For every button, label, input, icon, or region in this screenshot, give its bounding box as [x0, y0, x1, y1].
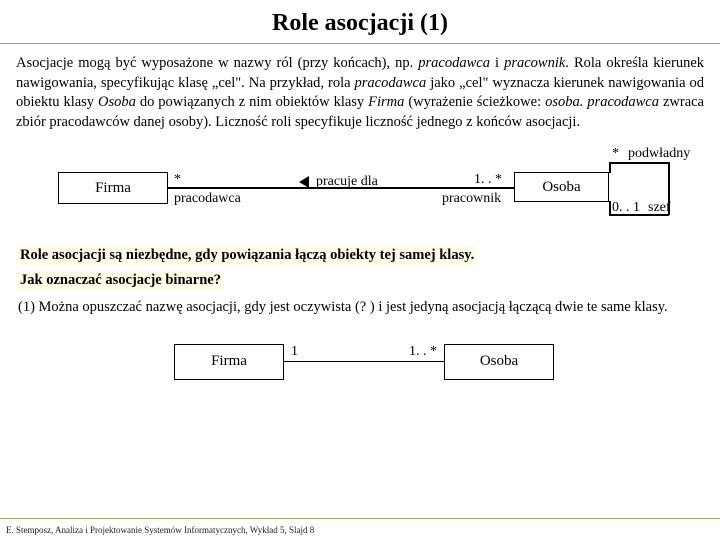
footer-rule: [0, 518, 720, 519]
paragraph-2: (1) Można opuszczać nazwę asocjacji, gdy…: [18, 298, 702, 318]
self-assoc-stub-bot: [609, 201, 611, 215]
highlight-1: Role asocjacji są niezbędne, gdy powiąza…: [18, 246, 702, 265]
class-box-firma-2: Firma: [174, 344, 284, 380]
right-mult-2: 1. . *: [409, 344, 437, 360]
intro-paragraph: Asocjacje mogą być wyposażone w nazwy ró…: [16, 54, 704, 132]
direction-triangle-icon: [299, 176, 309, 188]
uml-diagram-1: Firma Osoba * pracodawca pracuje dla 1. …: [14, 142, 706, 240]
self-bot-mult: 0. . 1: [612, 200, 640, 216]
left-mult-2: 1: [291, 344, 298, 360]
class-box-osoba: Osoba: [514, 172, 609, 202]
class-box-firma: Firma: [58, 172, 168, 204]
title-rule: [0, 43, 720, 44]
left-role: pracodawca: [174, 191, 241, 207]
slide-title: Role asocjacji (1): [14, 10, 706, 37]
self-top-mult: *: [612, 146, 619, 162]
class-box-osoba-2: Osoba: [444, 344, 554, 380]
uml-diagram-2: Firma Osoba 1 1. . *: [14, 330, 706, 390]
assoc-label: pracuje dla: [316, 174, 378, 190]
self-bot-role: szef: [648, 200, 671, 216]
self-assoc-top: [609, 162, 669, 164]
right-role: pracownik: [442, 191, 501, 207]
footer-text: E. Stemposz, Analiza i Projektowanie Sys…: [6, 525, 314, 535]
footer: E. Stemposz, Analiza i Projektowanie Sys…: [6, 525, 314, 535]
right-multiplicity: 1. . *: [474, 172, 502, 188]
highlight-2: Jak oznaczać asocjacje binarne?: [18, 271, 702, 290]
self-top-role: podwładny: [628, 146, 690, 162]
left-multiplicity: *: [174, 172, 181, 188]
self-assoc-stub-top: [609, 162, 611, 173]
assoc-line-2: [284, 361, 444, 363]
